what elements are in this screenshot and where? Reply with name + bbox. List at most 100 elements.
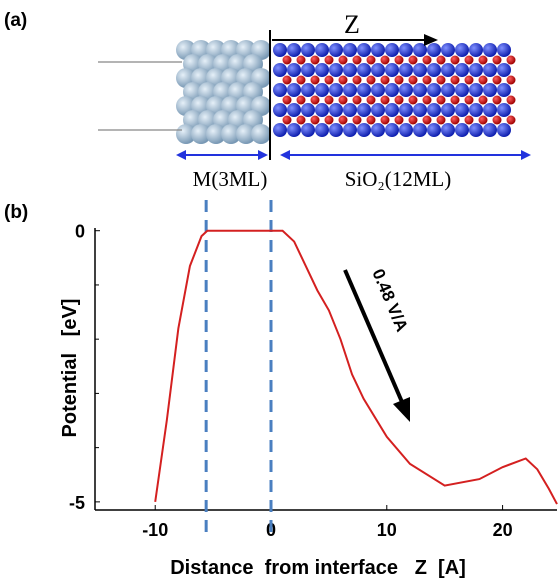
si-atom	[315, 123, 329, 137]
si-atom	[315, 83, 329, 97]
si-atom	[287, 43, 301, 57]
si-atom	[469, 123, 483, 137]
o-atom	[325, 116, 334, 125]
o-atom	[311, 96, 320, 105]
si-atom	[301, 123, 315, 137]
si-atom	[371, 63, 385, 77]
si-atom	[371, 103, 385, 117]
si-atom	[441, 103, 455, 117]
si-atom	[441, 83, 455, 97]
region-label: SiO₂(12ML)	[345, 167, 452, 191]
si-atom	[343, 43, 357, 57]
o-atom	[493, 96, 502, 105]
si-atom	[357, 103, 371, 117]
si-atom	[413, 83, 427, 97]
o-atom	[395, 76, 404, 85]
o-atom	[479, 116, 488, 125]
o-atom	[339, 56, 348, 65]
figure: (a) Z M(3ML) SiO₂(12ML) (b) -10010200-50…	[0, 0, 558, 585]
si-atom	[455, 103, 469, 117]
si-atom	[441, 123, 455, 137]
o-atom	[423, 76, 432, 85]
o-atom	[297, 56, 306, 65]
si-atom	[385, 63, 399, 77]
o-atom	[367, 116, 376, 125]
si-atom	[483, 83, 497, 97]
si-atom	[399, 63, 413, 77]
x-axis-label: Distance from interface Z [A]	[170, 557, 466, 579]
o-atom	[423, 96, 432, 105]
o-atom	[367, 96, 376, 105]
si-atom	[399, 103, 413, 117]
o-atom	[409, 116, 418, 125]
o-atom	[283, 96, 292, 105]
o-atom	[451, 56, 460, 65]
o-atom	[325, 96, 334, 105]
o-atom	[409, 96, 418, 105]
si-atom	[413, 123, 427, 137]
si-atom	[441, 63, 455, 77]
o-atom	[395, 96, 404, 105]
si-atom	[329, 83, 343, 97]
o-atom	[451, 116, 460, 125]
o-atom	[381, 116, 390, 125]
si-atom	[413, 63, 427, 77]
si-atom	[329, 63, 343, 77]
si-atom	[385, 103, 399, 117]
o-atom	[353, 96, 362, 105]
o-atom	[297, 76, 306, 85]
panel-label: (b)	[4, 202, 28, 223]
si-atom	[273, 123, 287, 137]
region-arrow-head	[176, 150, 186, 160]
si-atom	[343, 123, 357, 137]
metal-atom	[251, 124, 271, 144]
o-atom	[325, 76, 334, 85]
o-atom	[283, 116, 292, 125]
si-atom	[343, 83, 357, 97]
si-atom	[385, 43, 399, 57]
o-atom	[493, 56, 502, 65]
si-atom	[497, 63, 511, 77]
si-atom	[273, 63, 287, 77]
si-atom	[273, 103, 287, 117]
x-tick-label: 10	[377, 520, 397, 540]
o-atom	[339, 116, 348, 125]
o-atom	[437, 96, 446, 105]
o-atom	[395, 56, 404, 65]
si-atom	[469, 43, 483, 57]
data-line	[155, 231, 557, 504]
o-atom	[339, 76, 348, 85]
si-atom	[329, 43, 343, 57]
o-atom	[493, 116, 502, 125]
x-tick-label: 20	[493, 520, 513, 540]
o-atom	[507, 56, 516, 65]
si-atom	[301, 63, 315, 77]
o-atom	[479, 56, 488, 65]
o-atom	[507, 116, 516, 125]
o-atom	[311, 116, 320, 125]
si-atom	[497, 43, 511, 57]
si-atom	[357, 123, 371, 137]
si-atom	[483, 63, 497, 77]
annotation: 0.48 V/A	[368, 266, 411, 334]
si-atom	[399, 123, 413, 137]
o-atom	[507, 96, 516, 105]
si-atom	[273, 43, 287, 57]
si-atom	[343, 103, 357, 117]
si-atom	[301, 43, 315, 57]
si-atom	[315, 43, 329, 57]
z-label: Z	[344, 10, 360, 39]
structure	[176, 40, 516, 144]
si-atom	[427, 103, 441, 117]
o-atom	[451, 76, 460, 85]
si-atom	[385, 123, 399, 137]
si-atom	[287, 83, 301, 97]
si-atom	[427, 43, 441, 57]
o-atom	[437, 76, 446, 85]
si-atom	[455, 63, 469, 77]
si-atom	[329, 103, 343, 117]
si-atom	[427, 63, 441, 77]
si-atom	[469, 63, 483, 77]
region-arrow-head	[280, 150, 290, 160]
panel-label: (a)	[4, 10, 27, 31]
